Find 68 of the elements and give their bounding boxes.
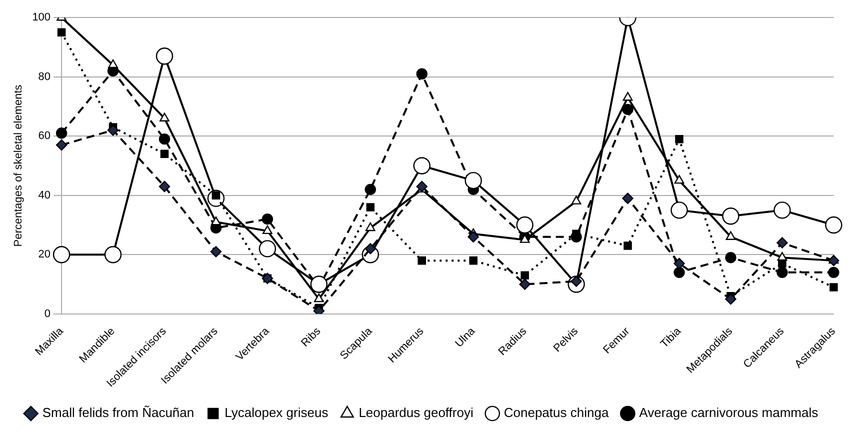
point [52, 246, 70, 264]
legend-label: Small felids from Ñacuñan [42, 405, 194, 420]
point [674, 174, 684, 184]
point [520, 271, 529, 280]
point [469, 256, 478, 265]
point [364, 184, 376, 196]
point [56, 139, 68, 151]
point [828, 266, 840, 278]
point [722, 208, 740, 225]
point [464, 172, 482, 190]
point [774, 202, 791, 219]
x-tick-label: Ulna [453, 324, 478, 350]
y-tick-label: 40 [38, 189, 51, 202]
point [675, 134, 684, 144]
point [516, 216, 534, 234]
point [210, 246, 222, 258]
point [310, 276, 328, 293]
y-tick-label: 60 [38, 130, 51, 142]
point [211, 216, 221, 226]
point [622, 92, 633, 101]
y-tick-label: 0 [44, 308, 51, 320]
point [418, 256, 426, 265]
point [366, 203, 375, 212]
point [519, 278, 530, 290]
y-tick-label: 100 [32, 12, 51, 24]
point [365, 222, 376, 232]
legend-label: Average carnivorous mammals [639, 405, 819, 420]
point [57, 28, 66, 37]
point [468, 231, 479, 242]
legend-label: Leopardus geoffroyi [358, 405, 474, 420]
point [622, 192, 634, 204]
point [156, 48, 174, 65]
point [262, 213, 274, 225]
point [622, 104, 634, 116]
point [828, 254, 840, 266]
point [364, 243, 376, 254]
point [825, 216, 842, 234]
point [725, 252, 736, 264]
point [160, 112, 170, 122]
point [56, 128, 68, 139]
point [776, 266, 788, 278]
point [674, 258, 685, 270]
point [674, 266, 685, 278]
x-tick-label: Ribs [299, 324, 324, 350]
x-tick-label: Tibia [658, 324, 684, 350]
point [258, 240, 276, 258]
point [670, 202, 688, 219]
point [314, 293, 324, 302]
point [624, 242, 632, 250]
legend-label: Conepatus chinga [504, 405, 610, 420]
y-tick-label: 80 [38, 70, 51, 83]
y-tick-label: 20 [38, 248, 51, 261]
point [262, 225, 272, 234]
point [416, 68, 428, 80]
point [158, 180, 170, 192]
point [776, 237, 788, 248]
legend-label: Lycalopex griseus [224, 405, 329, 420]
point [726, 231, 736, 240]
point [108, 59, 118, 68]
point [416, 180, 428, 192]
point [830, 283, 838, 292]
point [413, 157, 430, 174]
point [104, 246, 122, 264]
point [160, 150, 169, 158]
point [778, 259, 786, 268]
y-axis-title: Percentages of skeletal elements [12, 84, 25, 247]
point [158, 133, 170, 145]
point [571, 196, 582, 204]
